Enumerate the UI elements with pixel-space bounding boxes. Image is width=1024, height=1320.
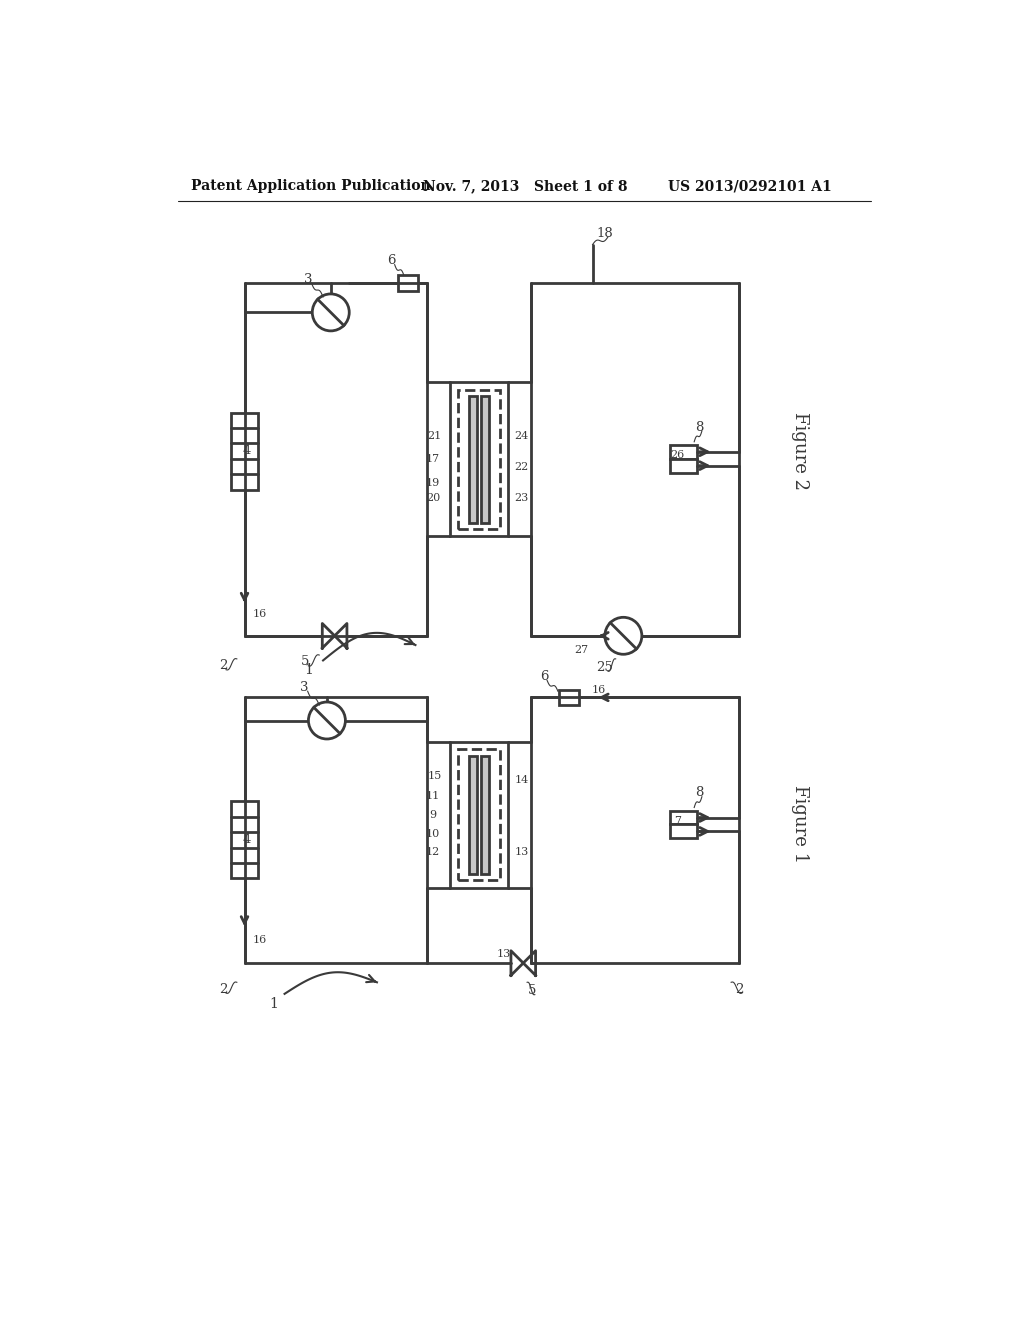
Circle shape <box>312 294 349 331</box>
Text: 7: 7 <box>674 816 681 825</box>
Text: 23: 23 <box>515 492 528 503</box>
Text: 1: 1 <box>305 664 313 677</box>
Bar <box>458 750 500 880</box>
Text: 3: 3 <box>304 273 312 286</box>
Text: 27: 27 <box>573 644 588 655</box>
Text: 4: 4 <box>243 833 251 846</box>
Text: 12: 12 <box>426 847 440 857</box>
Text: 19: 19 <box>426 478 440 487</box>
Text: US 2013/0292101 A1: US 2013/0292101 A1 <box>668 180 831 193</box>
Bar <box>481 396 489 523</box>
Text: Figure 1: Figure 1 <box>792 785 809 863</box>
Text: 16: 16 <box>253 610 267 619</box>
Circle shape <box>308 702 345 739</box>
Text: Nov. 7, 2013   Sheet 1 of 8: Nov. 7, 2013 Sheet 1 of 8 <box>423 180 628 193</box>
Text: 22: 22 <box>515 462 528 473</box>
Bar <box>671 810 696 825</box>
Bar <box>451 742 508 888</box>
Text: 15: 15 <box>428 771 441 781</box>
Text: 10: 10 <box>426 829 440 840</box>
Bar <box>671 825 696 838</box>
Text: 14: 14 <box>515 775 528 785</box>
Text: 5: 5 <box>301 656 309 668</box>
Text: 25: 25 <box>597 661 613 675</box>
Text: 8: 8 <box>694 421 703 434</box>
Text: 13: 13 <box>515 847 528 857</box>
Text: 2: 2 <box>734 982 743 995</box>
Text: 6: 6 <box>387 255 396 268</box>
Text: 1: 1 <box>269 997 279 1011</box>
Bar <box>231 412 258 490</box>
Text: 16: 16 <box>592 685 606 694</box>
Bar <box>481 755 489 874</box>
Bar <box>397 276 418 290</box>
Text: 3: 3 <box>300 681 309 694</box>
Text: 5: 5 <box>527 985 536 998</box>
Text: 17: 17 <box>426 454 440 465</box>
Text: 11: 11 <box>426 791 440 800</box>
Text: 13: 13 <box>497 949 511 958</box>
Bar <box>469 755 477 874</box>
Bar <box>451 383 508 536</box>
Text: 24: 24 <box>515 432 528 441</box>
Text: 20: 20 <box>426 492 440 503</box>
Text: 2: 2 <box>219 982 227 995</box>
Text: 21: 21 <box>428 432 441 441</box>
Text: 18: 18 <box>597 227 613 240</box>
Bar <box>671 445 696 459</box>
Bar <box>559 690 580 705</box>
Text: Patent Application Publication: Patent Application Publication <box>190 180 430 193</box>
Circle shape <box>605 618 642 655</box>
Text: 16: 16 <box>253 935 267 945</box>
Bar <box>671 459 696 473</box>
Text: 2: 2 <box>219 659 227 672</box>
Text: Figure 2: Figure 2 <box>792 412 809 490</box>
Bar <box>231 801 258 878</box>
Bar <box>469 396 477 523</box>
Bar <box>458 391 500 529</box>
Text: 4: 4 <box>243 445 251 458</box>
Text: 9: 9 <box>430 810 436 820</box>
Text: 26: 26 <box>670 450 684 459</box>
Text: 6: 6 <box>540 671 548 684</box>
Text: 8: 8 <box>694 787 703 800</box>
